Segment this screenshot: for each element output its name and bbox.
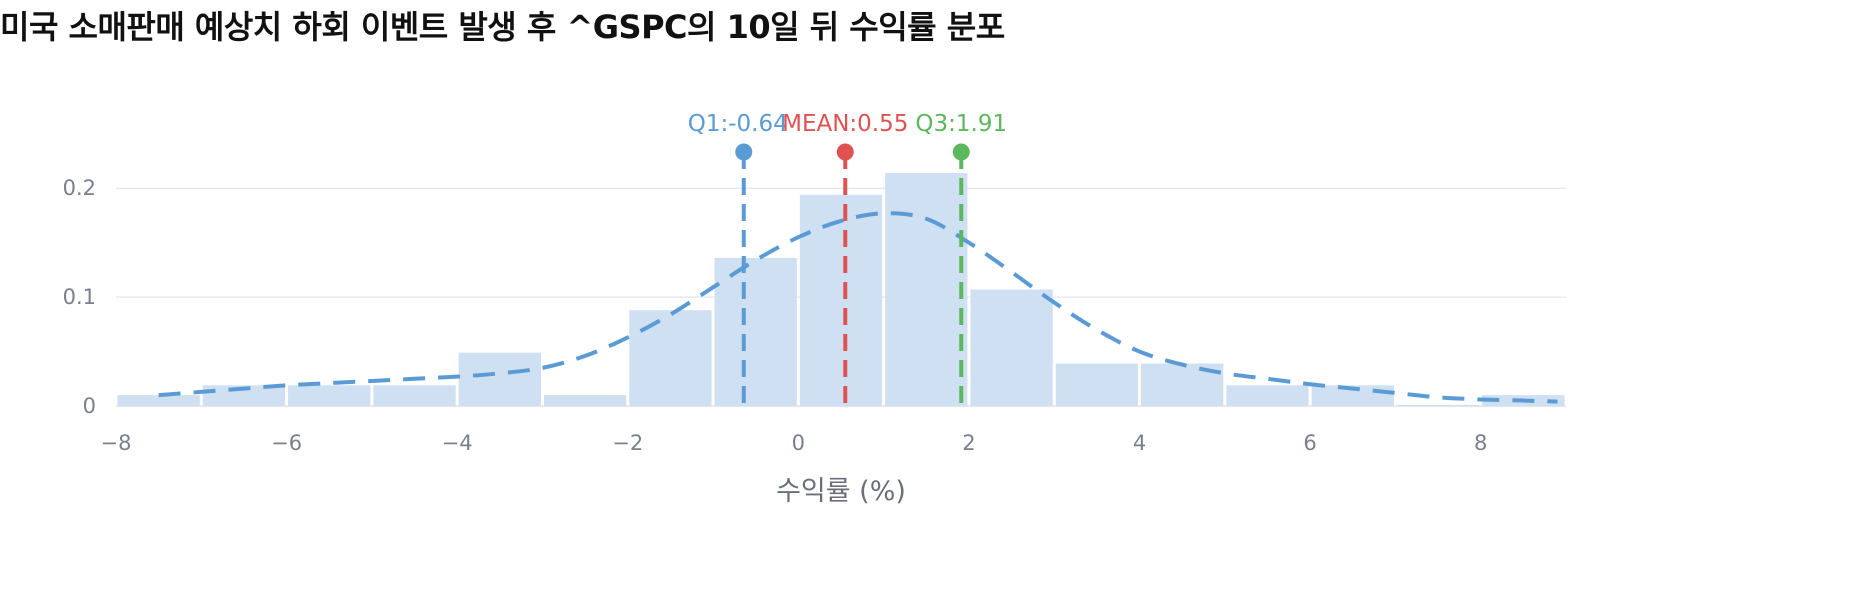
- x-tick-label: −6: [271, 431, 302, 455]
- histogram-bar: [373, 385, 456, 406]
- marker-dot-q1: [735, 143, 753, 161]
- density-curve-layer: [158, 211, 1558, 404]
- histogram-bar: [1055, 363, 1139, 406]
- marker-q3: Q3:1.91: [915, 111, 1007, 406]
- histogram-bar: [970, 289, 1053, 406]
- x-tick-label: −8: [101, 431, 132, 455]
- histogram-bar: [202, 385, 286, 406]
- histogram-bars: [117, 172, 1565, 406]
- histogram-bar: [117, 395, 200, 406]
- x-tick-label: 6: [1303, 431, 1316, 455]
- histogram-bar: [714, 257, 797, 406]
- chart-title: 미국 소매판매 예상치 하회 이벤트 발생 후 ^GSPC의 10일 뒤 수익률…: [0, 8, 1005, 46]
- x-axis-title: 수익률 (%): [776, 476, 906, 507]
- x-tick-label: 4: [1133, 431, 1146, 455]
- x-tick-label: 2: [962, 431, 975, 455]
- histogram-bar: [1226, 385, 1309, 406]
- histogram-bar: [799, 194, 883, 406]
- x-tick-label: 0: [792, 431, 805, 455]
- marker-q1: Q1:-0.64: [688, 111, 788, 406]
- histogram-bar: [543, 395, 627, 406]
- y-tick-label: 0.1: [63, 285, 96, 309]
- histogram-bar: [629, 310, 712, 406]
- histogram-bar: [288, 385, 371, 406]
- marker-label-mean: MEAN:0.55: [782, 111, 908, 137]
- histogram-bar: [458, 352, 541, 406]
- marker-label-q1: Q1:-0.64: [688, 111, 788, 137]
- axis-ticks: −8 −6 −4 −2 0 2 4 6 8 0 0.1 0.2: [63, 176, 1488, 455]
- histogram-bar: [1396, 404, 1480, 406]
- histogram-bar: [885, 172, 968, 406]
- y-tick-label: 0.2: [63, 176, 96, 200]
- density-curve: [158, 211, 1558, 404]
- marker-mean: MEAN:0.55: [782, 111, 908, 406]
- x-tick-label: 8: [1474, 431, 1487, 455]
- marker-dot-q3: [952, 143, 970, 161]
- marker-dot-mean: [836, 143, 854, 161]
- marker-label-q3: Q3:1.91: [915, 111, 1007, 137]
- x-tick-label: −2: [612, 431, 643, 455]
- x-tick-label: −4: [442, 431, 473, 455]
- y-tick-label: 0: [83, 394, 96, 418]
